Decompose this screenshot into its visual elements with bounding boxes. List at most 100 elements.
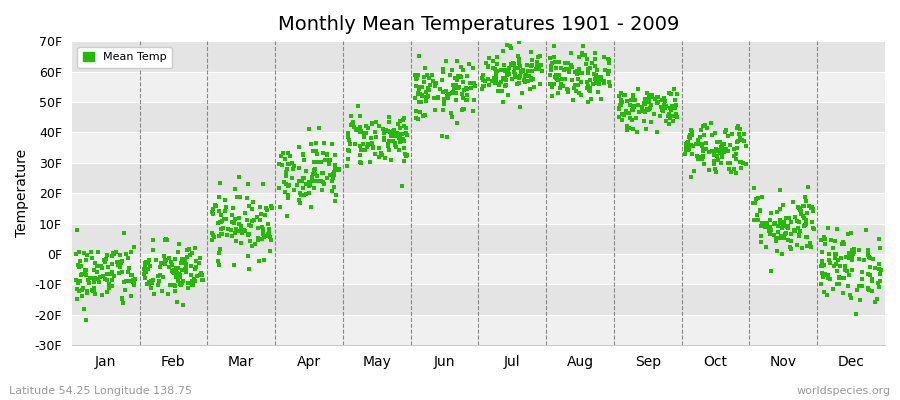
Point bbox=[704, 120, 718, 126]
Point bbox=[241, 181, 256, 187]
Point bbox=[772, 187, 787, 194]
Point bbox=[411, 86, 426, 92]
Point bbox=[644, 92, 658, 98]
Point bbox=[798, 234, 813, 240]
Bar bbox=[72, 284, 885, 315]
Point bbox=[114, 260, 129, 266]
Point bbox=[855, 275, 869, 282]
Point bbox=[640, 105, 654, 112]
Point bbox=[357, 130, 372, 137]
Point bbox=[827, 263, 842, 270]
Point bbox=[690, 156, 705, 162]
Point bbox=[410, 82, 424, 89]
Point bbox=[248, 241, 262, 247]
Point bbox=[861, 247, 876, 253]
Point bbox=[770, 209, 785, 215]
Point bbox=[626, 103, 640, 110]
Point bbox=[764, 268, 778, 274]
Point bbox=[630, 129, 644, 136]
Point bbox=[773, 206, 788, 212]
Point bbox=[92, 279, 106, 285]
Point bbox=[272, 184, 286, 191]
Point bbox=[804, 205, 818, 211]
Point bbox=[576, 43, 590, 49]
Point bbox=[817, 270, 832, 277]
Point bbox=[206, 206, 220, 212]
Point bbox=[332, 167, 347, 173]
Point bbox=[792, 207, 806, 213]
Point bbox=[533, 52, 547, 59]
Point bbox=[195, 271, 210, 278]
Point bbox=[409, 76, 423, 82]
Point bbox=[836, 290, 850, 296]
Point bbox=[446, 84, 461, 90]
Point bbox=[86, 279, 101, 285]
Point bbox=[180, 254, 194, 261]
Point bbox=[71, 249, 86, 256]
Point bbox=[516, 68, 530, 74]
Point bbox=[219, 204, 233, 210]
Point bbox=[739, 143, 753, 149]
Point bbox=[653, 113, 668, 120]
Point bbox=[79, 257, 94, 263]
Point bbox=[234, 224, 248, 231]
Point bbox=[292, 200, 307, 206]
Point bbox=[80, 252, 94, 258]
Point bbox=[597, 80, 611, 86]
Point bbox=[504, 62, 518, 68]
Point bbox=[786, 199, 800, 206]
Point bbox=[364, 120, 379, 126]
Point bbox=[582, 65, 597, 71]
Point bbox=[190, 272, 204, 279]
Point bbox=[140, 281, 155, 287]
Point bbox=[223, 227, 238, 234]
Point bbox=[115, 268, 130, 275]
Point bbox=[559, 66, 573, 72]
Point bbox=[82, 280, 96, 286]
Point bbox=[409, 74, 423, 80]
Point bbox=[822, 250, 836, 257]
Point bbox=[327, 169, 341, 176]
Point bbox=[252, 258, 266, 264]
Point bbox=[413, 109, 428, 116]
Point bbox=[207, 233, 221, 240]
Point bbox=[320, 150, 334, 157]
Point bbox=[320, 152, 335, 158]
Point bbox=[382, 138, 396, 144]
Point bbox=[789, 218, 804, 224]
Point bbox=[763, 227, 778, 233]
Point bbox=[685, 143, 699, 150]
Point bbox=[511, 56, 526, 62]
Point bbox=[845, 256, 859, 263]
Point bbox=[214, 218, 229, 224]
Point bbox=[100, 252, 114, 258]
Point bbox=[220, 231, 235, 238]
Point bbox=[302, 183, 316, 189]
Point bbox=[584, 60, 598, 66]
Point bbox=[171, 249, 185, 256]
Point bbox=[212, 208, 226, 214]
Point bbox=[533, 81, 547, 87]
Point bbox=[327, 184, 341, 190]
Point bbox=[828, 254, 842, 261]
Point bbox=[72, 264, 86, 270]
Point bbox=[255, 224, 269, 230]
Point bbox=[418, 112, 433, 118]
Point bbox=[499, 77, 513, 83]
Point bbox=[642, 96, 656, 102]
Point bbox=[706, 152, 721, 158]
Point bbox=[259, 233, 274, 239]
Point bbox=[724, 160, 738, 166]
Point bbox=[589, 80, 603, 86]
Point bbox=[481, 76, 495, 82]
Point bbox=[445, 114, 459, 120]
Point bbox=[292, 164, 306, 171]
Point bbox=[862, 264, 877, 271]
Point bbox=[244, 222, 258, 229]
Point bbox=[845, 247, 859, 253]
Point bbox=[816, 274, 831, 280]
Point bbox=[680, 140, 695, 146]
Point bbox=[799, 234, 814, 240]
Point bbox=[454, 64, 468, 70]
Point bbox=[715, 152, 729, 158]
